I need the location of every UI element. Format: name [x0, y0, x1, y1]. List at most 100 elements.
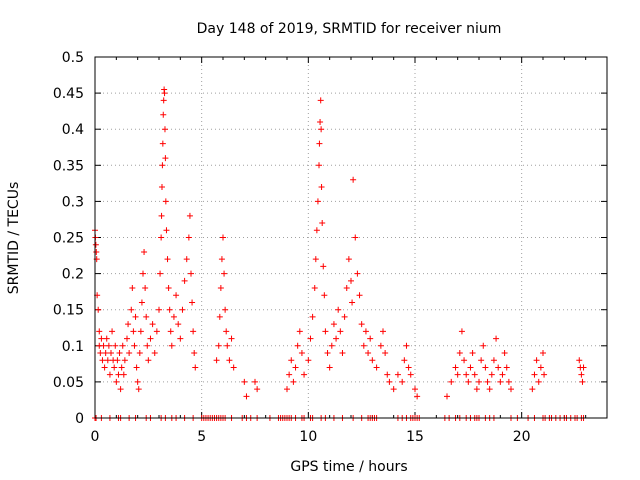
data-point — [537, 364, 544, 371]
y-tick-label: 0.35 — [53, 158, 84, 174]
data-point — [298, 350, 305, 357]
data-point — [401, 357, 408, 364]
data-point — [99, 357, 106, 364]
data-point — [307, 335, 314, 342]
data-point — [403, 342, 410, 349]
data-point — [284, 386, 290, 393]
data-point — [104, 357, 111, 364]
data-point — [369, 357, 376, 364]
data-point — [223, 328, 230, 335]
data-point — [118, 364, 125, 371]
data-point — [252, 378, 258, 385]
data-point — [349, 299, 356, 306]
data-point — [145, 357, 152, 364]
data-point — [140, 270, 146, 277]
data-point — [186, 212, 193, 219]
data-point — [158, 212, 165, 219]
data-point — [316, 140, 323, 147]
data-point — [358, 321, 365, 328]
data-point — [93, 248, 100, 255]
data-point — [319, 220, 326, 227]
data-point — [224, 342, 231, 349]
data-point — [220, 234, 226, 241]
data-point — [183, 256, 190, 263]
data-point — [101, 364, 108, 371]
data-point — [317, 118, 324, 125]
data-point — [157, 270, 164, 277]
data-point — [458, 328, 465, 335]
data-point — [109, 328, 116, 335]
data-point — [373, 364, 380, 371]
data-point — [254, 386, 261, 393]
x-tick-label: 0 — [91, 429, 100, 445]
data-point — [191, 350, 198, 357]
data-point — [473, 386, 480, 393]
data-point — [508, 386, 514, 393]
data-point — [177, 335, 184, 342]
data-point — [452, 364, 459, 371]
data-point — [292, 364, 299, 371]
data-point — [160, 111, 167, 118]
data-point — [221, 270, 228, 277]
data-point — [121, 357, 128, 364]
data-point — [469, 350, 476, 357]
data-point — [151, 350, 158, 357]
data-point — [185, 234, 192, 241]
data-point — [390, 386, 397, 393]
data-point — [159, 162, 166, 169]
data-point — [97, 350, 104, 357]
data-point — [386, 378, 393, 385]
y-tick-label: 0.1 — [62, 339, 84, 355]
plot-frame — [94, 56, 608, 419]
data-point — [540, 350, 546, 357]
data-point — [471, 371, 478, 378]
data-point — [580, 364, 587, 371]
data-point — [541, 371, 548, 378]
data-point — [467, 364, 474, 371]
data-point — [173, 292, 180, 299]
data-point — [162, 155, 169, 162]
data-point — [162, 198, 169, 205]
y-tick-label: 0.15 — [53, 303, 84, 319]
data-point — [309, 313, 316, 320]
data-point — [407, 371, 414, 378]
data-point — [352, 234, 359, 241]
data-point — [98, 335, 105, 342]
y-tick-label: 0.4 — [62, 122, 84, 138]
data-point — [228, 335, 235, 342]
data-point — [533, 357, 540, 364]
data-point — [161, 126, 168, 133]
data-point — [448, 378, 455, 385]
data-point — [343, 285, 350, 292]
data-point — [243, 393, 250, 400]
data-point — [313, 227, 320, 234]
data-point — [505, 378, 512, 385]
data-point — [380, 328, 386, 335]
data-point — [294, 342, 301, 349]
data-point — [147, 335, 154, 342]
data-point — [454, 371, 461, 378]
data-point — [222, 306, 229, 313]
data-point — [111, 364, 118, 371]
data-point — [124, 335, 130, 342]
y-tick-label: 0.2 — [62, 267, 84, 283]
data-point — [119, 342, 126, 349]
data-point — [311, 285, 318, 292]
data-point — [345, 256, 352, 263]
data-point — [328, 342, 335, 349]
data-point — [141, 248, 148, 255]
data-point — [137, 328, 144, 335]
x-tick-label: 15 — [406, 429, 424, 445]
data-point — [170, 313, 177, 320]
data-point — [360, 342, 367, 349]
data-point — [312, 256, 319, 263]
data-point — [399, 378, 406, 385]
y-tick-label: 0 — [75, 411, 84, 427]
data-point — [102, 350, 109, 357]
data-point — [501, 350, 508, 357]
data-point — [166, 306, 173, 313]
data-point — [106, 371, 113, 378]
data-point — [444, 393, 450, 400]
data-point — [356, 292, 363, 299]
data-point — [128, 306, 135, 313]
